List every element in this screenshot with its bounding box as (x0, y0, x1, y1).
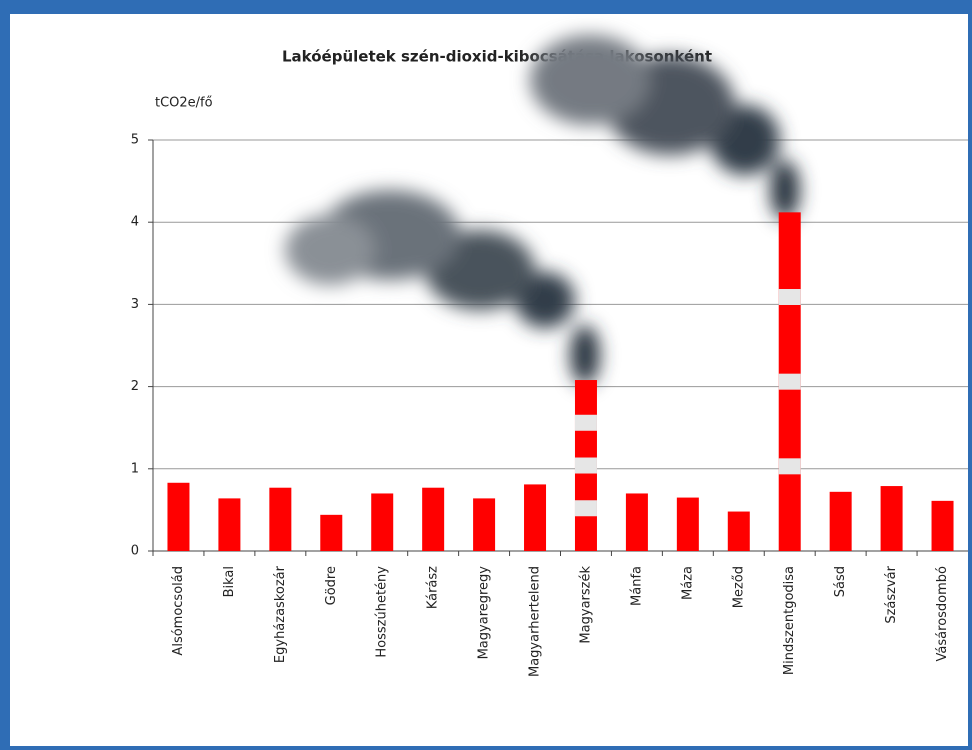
chimney-stripe (778, 458, 801, 475)
x-tick-label: Gödre (324, 566, 339, 605)
smoke (285, 35, 800, 385)
y-tick-label: 3 (131, 297, 139, 312)
chimney-stripe (574, 457, 597, 474)
x-tick-label: Sásd (833, 566, 848, 597)
x-tick-label: Hosszúhetény (375, 566, 390, 658)
x-tick-label: Magyarszék (578, 566, 593, 644)
x-tick-label: Meződ (731, 566, 746, 608)
x-tick-label: Kárász (426, 566, 441, 609)
chart-background (10, 14, 968, 746)
bar (676, 497, 699, 551)
x-tick-label: Mindszentgodisa (782, 566, 797, 675)
bar (524, 484, 547, 551)
bar (473, 498, 496, 551)
y-axis-label: tCO2e/fő (155, 96, 213, 111)
chimney-stripe (778, 289, 801, 306)
bar (320, 514, 343, 551)
bar (727, 511, 750, 551)
x-tick-label: Bikal (222, 566, 237, 597)
x-tick-label: Máza (680, 566, 695, 600)
bar (167, 482, 190, 551)
chimney-stripe (778, 373, 801, 390)
bar (931, 500, 954, 551)
bar (625, 493, 648, 551)
bar (269, 487, 292, 551)
x-tick-label: Alsómocsolád (171, 566, 186, 656)
bar (422, 487, 445, 551)
y-tick-label: 2 (131, 379, 139, 394)
x-tick-label: Mánfa (629, 566, 644, 606)
bar (880, 486, 903, 551)
x-tick-label: Szászvár (884, 565, 899, 623)
x-tick-label: Vásárosdombó (935, 566, 950, 661)
bar (829, 491, 852, 551)
chimney-stripe (574, 500, 597, 517)
y-tick-label: 0 (131, 544, 139, 559)
bar (218, 498, 241, 551)
y-tick-label: 4 (131, 215, 139, 230)
x-tick-label: Egyházaskozár (273, 565, 288, 663)
chimney-stripe (574, 414, 597, 431)
x-tick-label: Magyarhertelend (528, 566, 543, 677)
x-tick-label: Magyaregregy (477, 566, 492, 660)
y-tick-label: 1 (131, 461, 139, 476)
y-tick-label: 5 (131, 133, 139, 148)
bar (371, 493, 394, 551)
